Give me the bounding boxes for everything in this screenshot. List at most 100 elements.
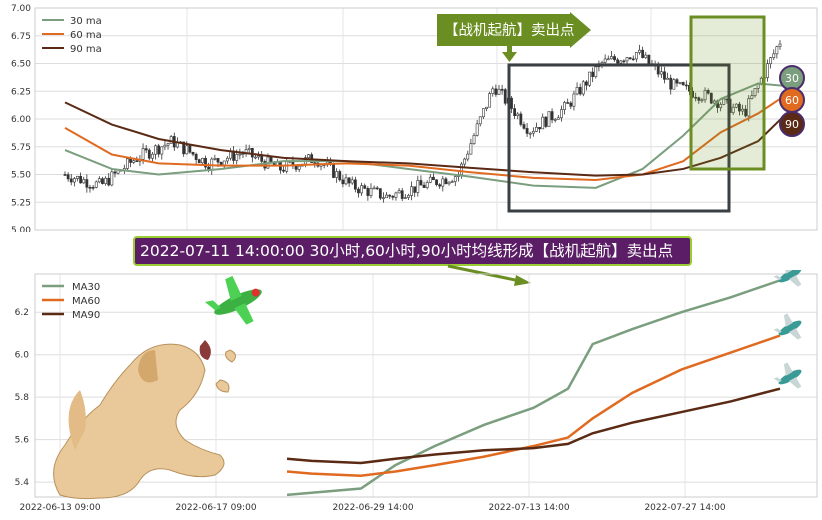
candle-body (297, 165, 301, 170)
top-chart-legend: 30 ma 60 ma 90 ma (42, 16, 102, 55)
candle-body (385, 194, 388, 199)
candle-body (438, 184, 442, 187)
top-chart-y-ticks: 5.00 5.25 5.50 5.75 6.00 6.25 6.50 6.75 7.00 (11, 4, 31, 232)
candle-body (703, 90, 707, 101)
candle-body (697, 97, 701, 101)
candle-body (675, 79, 679, 84)
candle-body (216, 158, 220, 163)
candle-body (225, 157, 229, 162)
candle-body (606, 58, 610, 61)
candle-body (581, 81, 585, 95)
top-y-tick-label: 6.25 (11, 87, 31, 97)
candle-body (403, 197, 407, 199)
candle-body (613, 56, 616, 61)
candle-body (191, 151, 195, 155)
candle-body (294, 165, 298, 170)
candle-body (453, 176, 457, 182)
candle-body (394, 192, 398, 198)
candle-body (488, 93, 492, 108)
plane-icon-ma30 (773, 270, 802, 287)
candle-body (97, 178, 101, 183)
bottom-ma-chart: 5.45.65.86.06.2 2022-06-13 09:00 2022-06-… (15, 270, 818, 510)
top-y-tick-label: 6.00 (11, 115, 31, 125)
candle-body (513, 108, 517, 116)
candle-body (494, 88, 498, 95)
top-y-tick-label: 6.50 (11, 60, 31, 70)
bottom-chart-x-ticks: 2022-06-13 09:00 2022-06-17 09:00 2022-06-… (19, 503, 725, 510)
legend-label-30ma: 30 ma (70, 16, 102, 27)
candle-body (659, 71, 663, 75)
candle-body (469, 143, 473, 155)
candle-body (338, 171, 342, 181)
candle-body (634, 52, 638, 60)
candle-body (369, 188, 373, 196)
candle-body (516, 113, 520, 116)
top-y-tick-label: 7.00 (11, 4, 31, 14)
candle-body (694, 96, 698, 99)
candle-body (713, 100, 716, 104)
candle-body (91, 187, 95, 189)
bottom-x-tick-label: 2022-07-13 14:00 (488, 503, 569, 510)
candle-body (766, 63, 769, 78)
candle-body (260, 155, 264, 162)
candle-body (447, 181, 451, 185)
badge-90 (779, 111, 805, 137)
candle-body (738, 103, 741, 112)
bottom-chart-ma-lines (286, 279, 781, 497)
series-line-60ma (64, 95, 784, 182)
candle-body (741, 108, 744, 112)
candle-body (254, 156, 257, 159)
candle-body (719, 104, 723, 108)
signal-label-arrow (437, 12, 591, 48)
candle-body (656, 65, 660, 75)
candle-body (553, 119, 557, 121)
candle-body (107, 177, 111, 186)
candle-body (731, 106, 735, 113)
candle-body (684, 84, 688, 87)
candle-body (157, 145, 161, 155)
candle-body (397, 190, 401, 194)
candle-body (129, 158, 132, 163)
candle-body (135, 160, 139, 162)
candle-body (706, 90, 710, 94)
candle-body (219, 161, 223, 166)
candle-body (641, 49, 645, 58)
series-line-MA30 (286, 279, 781, 497)
candle-body (663, 71, 666, 80)
candle-body (378, 188, 382, 199)
candle-body (460, 163, 463, 175)
bottom-y-tick-label: 5.6 (15, 436, 30, 446)
candle-body (335, 171, 339, 178)
bottom-y-tick-label: 6.2 (15, 308, 29, 318)
candle-body (197, 159, 201, 164)
candle-body (238, 153, 242, 156)
bottom-y-tick-label: 5.8 (15, 393, 30, 403)
series-line-MA60 (286, 334, 781, 478)
candle-body (628, 57, 632, 60)
signal-down-arrow-head (502, 52, 517, 62)
banner-arrow-head (514, 275, 531, 286)
candle-body (419, 180, 423, 186)
candle-body (147, 149, 151, 159)
top-y-tick-label: 5.50 (11, 171, 31, 181)
candle-body (625, 57, 629, 62)
candle-body (200, 157, 204, 164)
series-line-90ma (64, 101, 784, 177)
candle-body (213, 158, 217, 160)
top-y-tick-label: 5.75 (11, 143, 31, 153)
candle-body (478, 116, 482, 125)
candle-body (79, 175, 83, 184)
candle-body (510, 97, 513, 109)
candle-body (753, 88, 757, 96)
candle-body (151, 153, 154, 159)
candle-body (666, 77, 669, 80)
candle-body (407, 195, 410, 198)
candle-body (72, 178, 76, 183)
candle-body (772, 53, 776, 58)
bottom-y-tick-label: 5.4 (15, 478, 30, 488)
candle-body (475, 123, 479, 136)
candle-body (110, 171, 114, 186)
candle-body (569, 102, 573, 107)
candle-body (350, 179, 354, 184)
candle-body (491, 88, 495, 94)
